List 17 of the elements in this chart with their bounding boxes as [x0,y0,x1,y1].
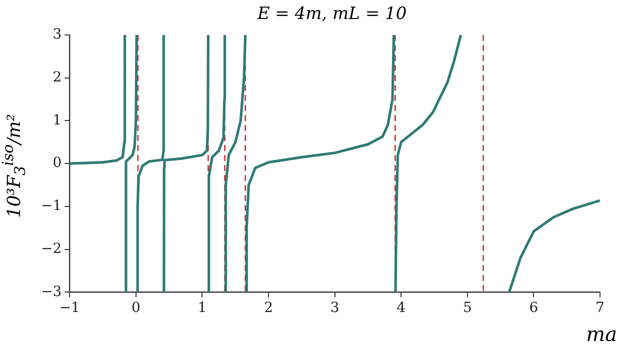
y-tick-label: 0 [52,155,62,172]
x-tick-label: 3 [330,300,340,316]
x-tick-label: 6 [529,300,538,316]
y-tick-label: 1 [52,112,62,128]
x-tick-label: 5 [462,300,472,316]
x-tick-label: 0 [131,300,140,316]
x-tick-label: 2 [264,300,273,316]
x-axis-title: ma [586,322,617,346]
y-tick-label: −2 [40,240,62,257]
x-tick-label: 1 [198,300,207,316]
y-tick-label: 2 [52,70,62,86]
y-tick-label: 3 [52,26,62,43]
y-tick-label: −1 [40,198,62,214]
y-tick-label: −3 [40,284,62,300]
x-tick-label: 7 [596,300,604,316]
chart-title: E = 4m, mL = 10 [256,4,408,24]
x-tick-label: 4 [396,300,406,316]
